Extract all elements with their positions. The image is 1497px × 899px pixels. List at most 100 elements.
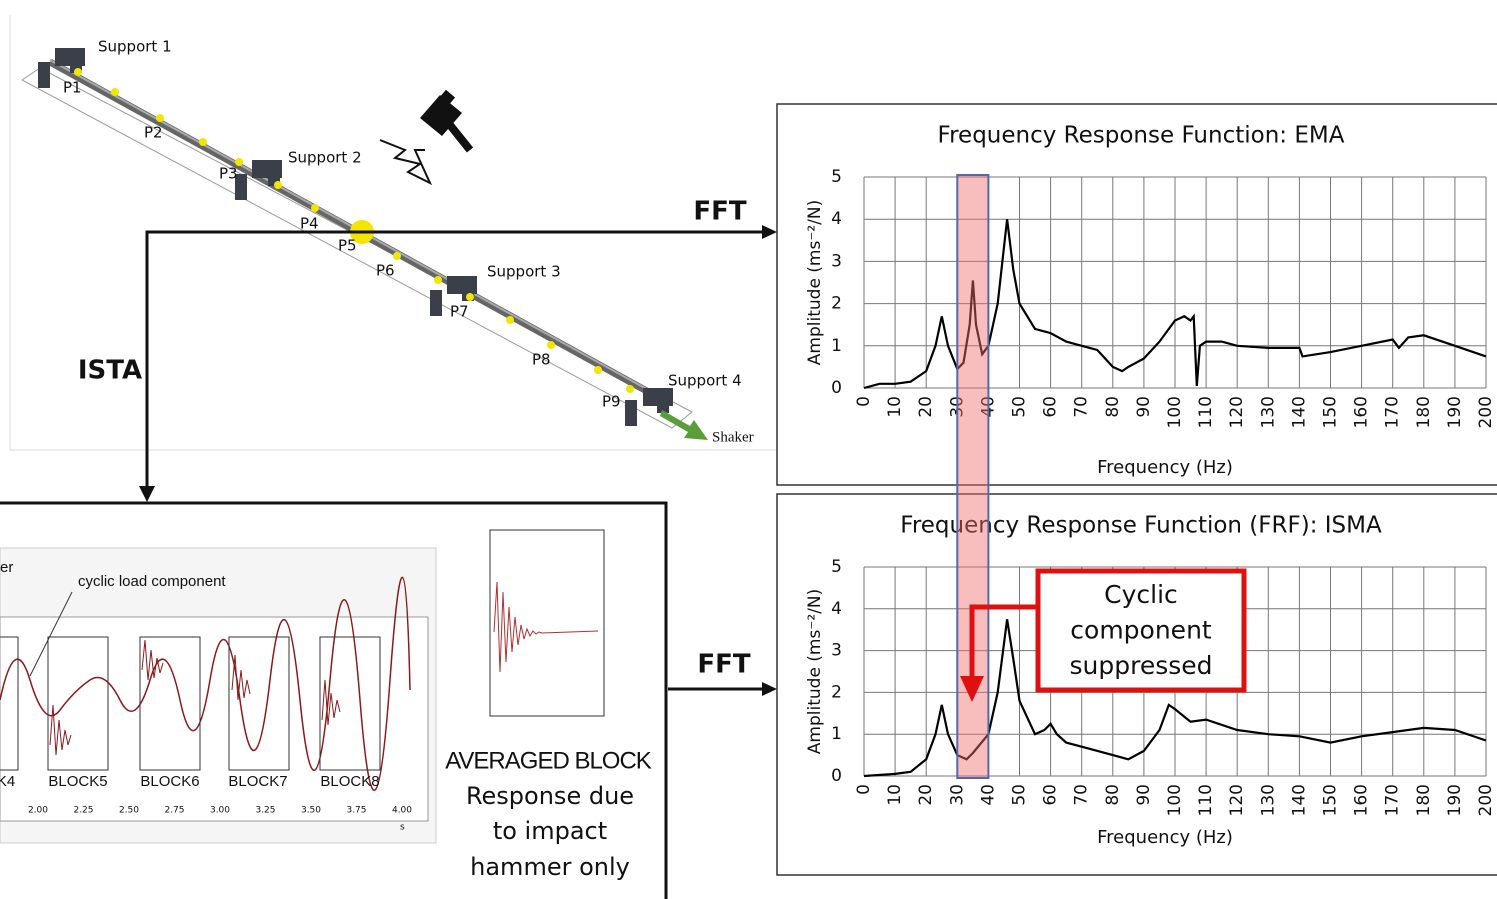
callout-box [1035,568,1247,693]
block-label: BLOCK5 [48,773,107,790]
time-tick: 2.25 [73,806,93,816]
x-tick-label: 120 [1227,784,1247,816]
sensor-dots [74,68,634,393]
cyclic-signal [0,576,411,791]
x-tick-label: 60 [1041,396,1061,418]
averaged-frame [489,529,605,717]
fft-label: FFT [693,197,747,227]
x-tick-label: 130 [1258,396,1278,428]
x-tick-label: 90 [1134,784,1154,806]
frf-line [863,619,1487,778]
x-tick-label: 70 [1072,784,1092,806]
x-tick-label: 80 [1103,396,1123,418]
block-frames [0,636,381,771]
x-tick-label: 0 [854,396,874,407]
x-tick-label: 150 [1321,784,1341,816]
x-tick-label: 140 [1289,784,1309,816]
shaker-arrow [660,410,708,440]
x-tick-label: 80 [1103,784,1123,806]
block-label: BLOCK8 [320,773,379,790]
x-tick-label: 150 [1321,396,1341,428]
callout-text: suppressed [1069,651,1212,680]
x-tick-label: 120 [1227,396,1247,428]
y-tick-label: 5 [831,167,842,187]
x-tick-label: 100 [1165,784,1185,816]
x-axis-label: Frequency (Hz) [1097,457,1233,478]
x-tick-label: 180 [1414,396,1434,428]
response-line: Response due [466,782,634,810]
x-tick-label: 70 [1072,396,1092,418]
point-label: P8 [532,351,551,369]
point-label: P2 [144,124,163,142]
point-label: P1 [63,79,82,97]
point-label: P6 [376,262,395,280]
x-tick-label: 200 [1476,784,1496,816]
y-tick-label: 2 [831,682,842,702]
x-tick-label: 190 [1445,784,1465,816]
time-tick: 2.00 [28,806,48,816]
x-tick-label: 20 [916,784,936,806]
support-label: Support 1 [98,38,172,56]
x-tick-label: 130 [1258,784,1278,816]
truncated-label: er [0,559,13,576]
pointer [29,591,73,677]
time-unit: s [400,823,405,833]
x-tick-label: 10 [885,784,905,806]
time-tick: 2.75 [164,806,184,816]
shaker-label: Shaker [712,429,754,445]
point-label: P9 [602,393,621,411]
x-tick-label: 60 [1041,784,1061,806]
point-label: P3 [219,165,238,183]
ista-box [0,501,668,899]
x-tick-label: 160 [1352,784,1372,816]
time-tick: 2.50 [119,806,139,816]
chart-title: Frequency Response Function: EMA [938,123,1345,149]
y-axis-label: Amplitude (ms⁻²/N) [805,589,825,754]
y-tick-label: 5 [831,557,842,577]
time-tick: 3.50 [301,806,321,816]
x-tick-label: 160 [1352,396,1372,428]
x-tick-label: 50 [1010,784,1030,806]
x-axis-label: Frequency (Hz) [1097,827,1233,848]
x-tick-label: 110 [1196,396,1216,428]
response-line: to impact [493,817,607,845]
time-tick: 3.25 [255,806,275,816]
response-line: hammer only [470,853,630,881]
averaged-signal [493,581,599,673]
flow-arrows [145,230,765,691]
y-tick-label: 3 [831,641,842,661]
callout-arrowhead [960,676,984,702]
x-tick-label: 10 [885,396,905,418]
x-tick-label: 180 [1414,784,1434,816]
y-tick-label: 1 [831,724,842,744]
point-label: P7 [450,303,469,321]
y-tick-label: 4 [831,209,842,229]
y-tick-label: 0 [831,766,842,786]
x-tick-label: 40 [978,784,998,806]
x-tick-label: 200 [1476,396,1496,428]
time-tick: 3.75 [346,806,366,816]
averaged-label: AVERAGED BLOCK [445,747,652,774]
y-tick-label: 4 [831,599,842,619]
time-tick: 3.00 [210,806,230,816]
x-tick-label: 90 [1134,396,1154,418]
x-tick-label: 110 [1196,784,1216,816]
x-tick-label: 30 [947,784,967,806]
x-tick-label: 0 [854,784,874,795]
x-tick-label: 170 [1383,396,1403,428]
arrowheads [139,225,777,696]
x-tick-label: 170 [1383,784,1403,816]
y-axis-label: Amplitude (ms⁻²/N) [805,200,825,365]
plate [21,67,693,429]
impact-bursts [49,639,341,756]
support-label: Support 2 [288,149,362,167]
ista-label: ISTA [78,356,142,386]
y-tick-label: 3 [831,251,842,271]
callout-text: component [1070,616,1212,645]
y-tick-label: 1 [831,336,842,356]
x-tick-label: 50 [1010,396,1030,418]
y-tick-label: 0 [831,378,842,398]
x-tick-label: 100 [1165,396,1185,428]
panel-frame [9,15,776,451]
